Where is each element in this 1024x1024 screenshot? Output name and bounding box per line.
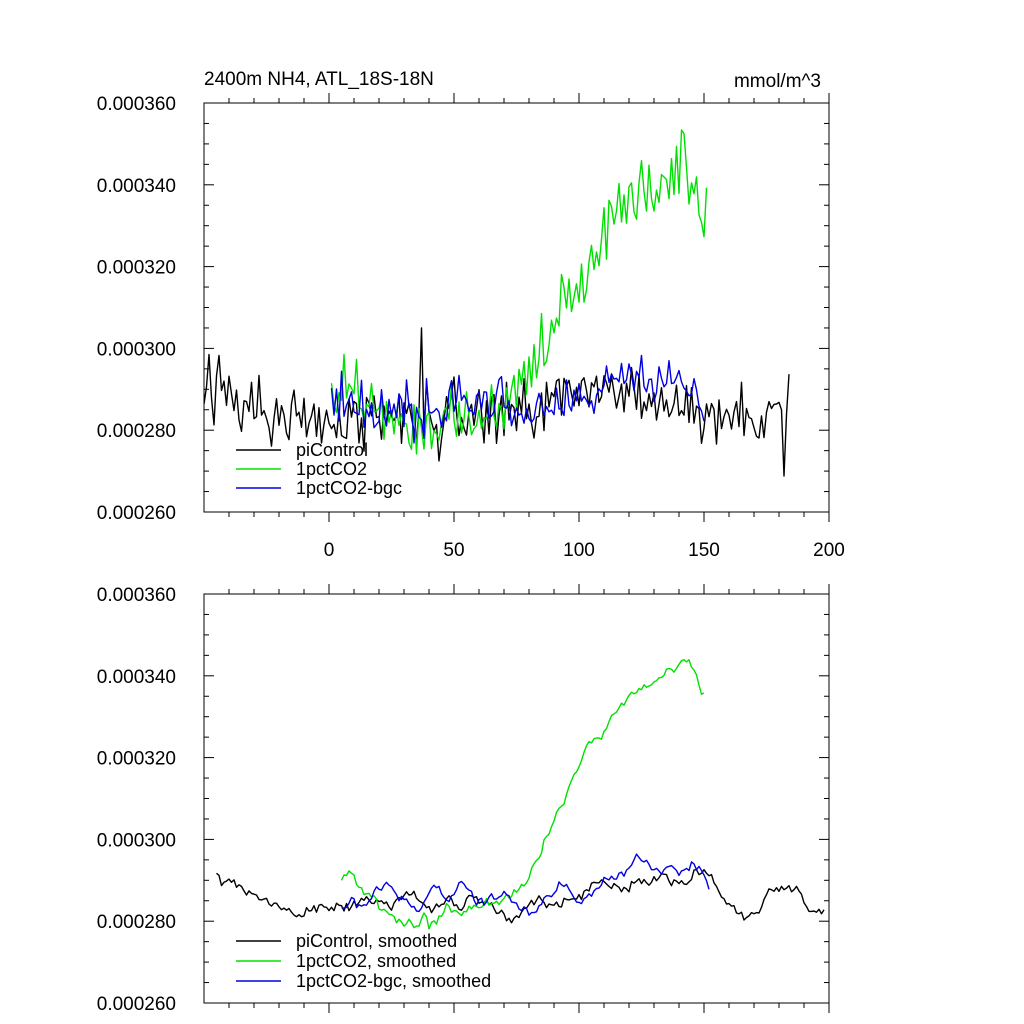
bottom-series-1pctco2-line [340, 659, 705, 930]
bottom-series-layer [216, 659, 825, 930]
top-x-tick-label: 200 [813, 540, 845, 561]
bottom-y-tick-label: 0.000300 [97, 830, 176, 851]
top-legend-label: 1pctCO2-bgc [296, 478, 402, 498]
units-label: mmol/m^3 [734, 71, 821, 92]
top-legend-label: piControl [296, 440, 368, 460]
top-y-tick-label: 0.000280 [97, 421, 176, 442]
top-series-1pctco2-bgc-line [330, 354, 705, 444]
top-legend-label: 1pctCO2 [296, 459, 367, 479]
bottom-y-tick-label: 0.000340 [97, 667, 176, 688]
top-y-tick-label: 0.000300 [97, 339, 176, 360]
bottom-axes: 0.000260 0.000280 0.000300 0.000320 0.000340… [97, 584, 830, 1015]
top-y-tick-label: 0.000340 [97, 176, 176, 197]
bottom-legend-label: 1pctCO2, smoothed [296, 951, 456, 971]
top-series-layer [204, 129, 790, 477]
bottom-series-1pctco2-bgc-line [341, 853, 710, 916]
bottom-y-tick-label: 0.000260 [97, 994, 176, 1015]
bottom-y-tick-label: 0.000360 [97, 585, 176, 606]
top-series-picontrol-line [204, 327, 790, 477]
bottom-series-group [216, 659, 825, 930]
top-y-tick-label: 0.000260 [97, 503, 176, 524]
bottom-legend-label: 1pctCO2-bgc, smoothed [296, 971, 491, 991]
bottom-y-tick-label: 0.000320 [97, 749, 176, 770]
top-axes: 0 50 100 150 200 0.000260 0.000280 0.000300 0.00… [97, 93, 845, 561]
top-series-group [204, 129, 790, 477]
bottom-panel: 0.000260 0.000280 0.000300 0.000320 0.000340… [97, 584, 830, 1015]
top-x-tick-label: 150 [688, 540, 720, 561]
top-x-tick-label: 100 [563, 540, 595, 561]
bottom-legend-label: piControl, smoothed [296, 931, 457, 951]
top-x-tick-label: 50 [443, 540, 464, 561]
top-panel: 0 50 100 150 200 0.000260 0.000280 0.000300 0.00… [97, 93, 845, 561]
chart-title: 2400m NH4, ATL_18S-18N [204, 69, 434, 90]
bottom-y-tick-label: 0.000280 [97, 912, 176, 933]
top-x-tick-label: 0 [324, 540, 335, 561]
top-y-tick-label: 0.000320 [97, 258, 176, 279]
top-y-tick-label: 0.000360 [97, 94, 176, 115]
top-series-1pctco2-line [330, 129, 708, 455]
bottom-series-picontrol-line [216, 869, 825, 924]
